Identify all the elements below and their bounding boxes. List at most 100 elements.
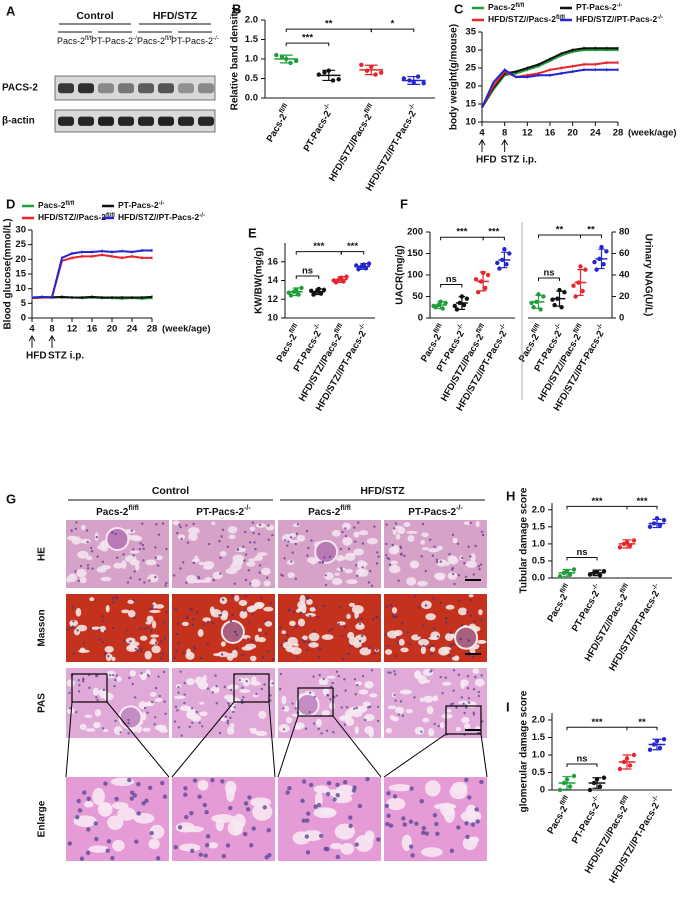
nucleus [385,821,390,827]
nucleus [98,638,102,641]
x-tick-label: 28 [613,128,624,139]
nucleus [469,614,473,617]
nucleus [375,648,379,652]
tubule-lumen [414,726,425,735]
zoom-line [383,733,447,778]
tubule-lumen [322,686,330,696]
significance-bracket [626,505,658,510]
tubule-lumen [129,550,140,554]
nucleus [134,647,138,651]
tubule-lumen [230,722,235,728]
histology-row-label: PAS [37,693,48,713]
superscript: -/- [323,103,332,112]
nucleus [251,521,255,524]
tubule-lumen [449,783,468,800]
blot-group-label: HFD/STZ [153,10,198,22]
glomerulus [314,539,339,564]
arrow [501,139,509,152]
category-label: Pacs-2fl/fl [263,103,294,144]
nucleus [318,656,321,659]
tubule-lumen [181,621,189,626]
nucleus [191,623,195,626]
nucleus [255,692,258,696]
y-tick-label: 2.0 [245,15,258,26]
nucleus [146,626,149,630]
nucleus [215,684,218,688]
nucleus [348,823,353,829]
tubule-lumen [107,815,124,830]
text-part: Pacs-2 [545,592,570,624]
nucleus [245,680,248,683]
y-tick-label: 1.0 [245,54,258,65]
tubule-lumen [420,646,427,655]
tubule-lumen [420,539,425,545]
tubule-lumen [462,836,478,851]
tubule-lumen [385,727,393,734]
nucleus [66,628,70,631]
superscript: fl/fl [556,15,565,21]
nucleus [158,694,162,698]
nucleus [341,634,344,638]
nucleus [340,566,343,570]
tubule-lumen [142,701,155,707]
nucleus [435,558,439,562]
y-tick-label: 1.5 [532,521,546,532]
error-bar [652,518,662,529]
superscript: -/- [617,3,623,9]
nucleus [214,674,217,677]
nucleus [157,675,160,678]
nucleus [154,641,158,644]
y-tick-label: 0 [418,313,423,324]
nucleus [313,629,316,633]
nucleus [202,623,206,626]
data-point [661,517,667,523]
data-point [552,302,557,308]
text-part: PT-Pacs-2 [408,507,456,518]
nucleus [74,527,78,531]
superscript: -/- [313,323,322,332]
nucleus [192,778,198,783]
nucleus [111,531,114,534]
nucleus [399,546,402,550]
tubule-lumen [211,521,216,526]
x-tick-label: 24 [127,324,138,335]
y-tick-label: 60 [619,248,630,259]
tubule-lumen [390,560,398,565]
data-point [483,285,488,291]
y-tick-label: 2.0 [532,504,545,515]
panel-label: I [506,699,510,714]
nucleus [384,803,390,809]
data-point [507,251,512,256]
tubule-lumen [198,561,204,566]
significance-label: *** [591,717,602,728]
category-label: PT-Pacs-2-/- [300,103,336,154]
nucleus [182,561,185,564]
tubule-lumen [331,577,343,586]
data-point [359,62,364,68]
nucleus [318,673,321,677]
nucleus [335,694,339,697]
tubule-lumen [478,609,483,616]
tubule-lumen [250,797,271,808]
data-point [531,305,536,310]
significance-label: ns [302,266,313,277]
nucleus [101,615,104,618]
tubule-lumen [129,669,136,677]
nucleus [77,579,81,583]
nucleus [326,780,332,786]
nucleus [139,627,142,630]
tubule-lumen [249,727,257,732]
significance-bracket [538,277,560,282]
nucleus [397,579,400,582]
zoom-box [71,673,108,703]
superscript: -/- [358,323,367,332]
nucleus [241,686,244,689]
superscript: -/- [591,795,600,804]
nucleus [177,685,180,689]
nucleus [114,678,117,682]
legend-label: HFD/STZ//Pacs-2fl/fl [488,14,565,24]
y-axis-label: UACR(mg/g) [395,245,406,304]
blot-group-label: Control [76,10,113,22]
error-bar [577,269,584,297]
